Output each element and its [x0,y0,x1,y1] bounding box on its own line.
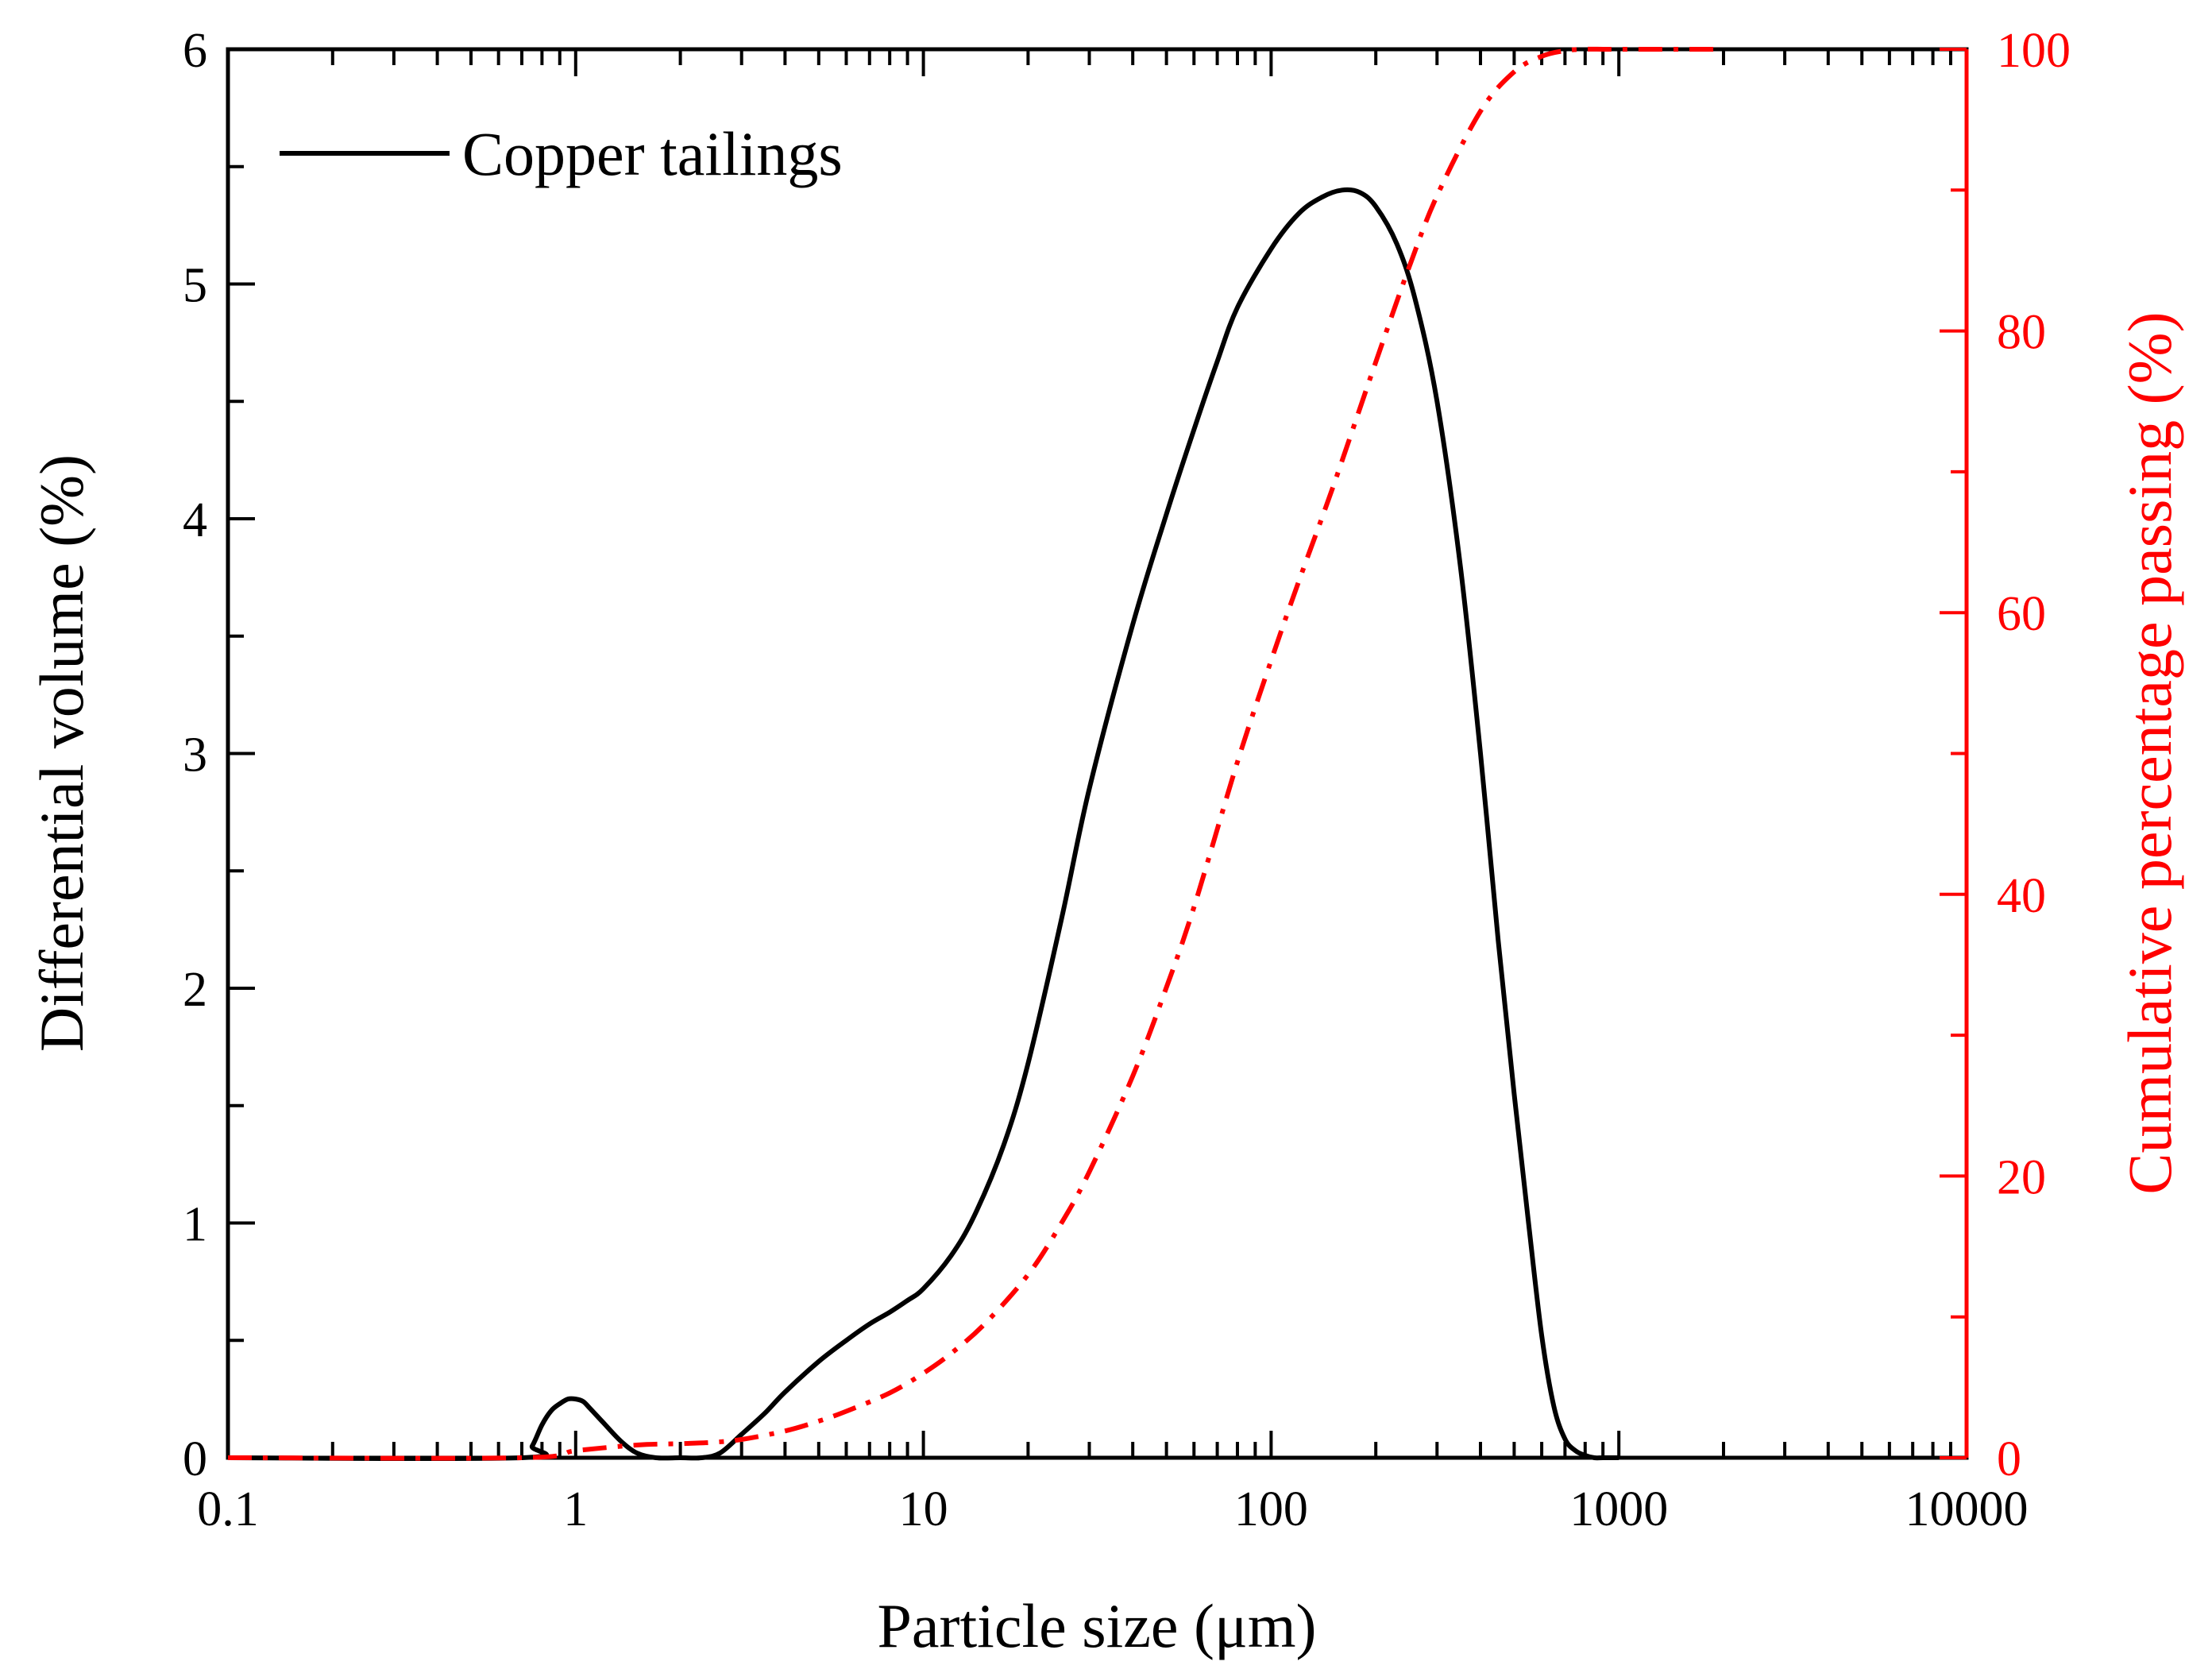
x-tick-label: 0.1 [197,1482,259,1536]
series-layer [227,46,1724,1462]
y-right-tick-label: 40 [1997,869,2046,923]
y-left-tick-label: 0 [183,1432,207,1486]
x-tick-label: 100 [1234,1482,1308,1536]
y-right-tick-label: 20 [1997,1150,2046,1204]
y-left-axis-title: Differential volume (%) [27,454,96,1052]
x-tick-label: 10000 [1905,1482,2029,1536]
y-right-tick-label: 80 [1997,306,2046,360]
legend-label-copper-tailings: Copper tailings [462,119,843,188]
y-left-axis: 0 1 2 3 4 5 6 [183,24,255,1486]
x-axis-title: Particle size (μm) [878,1591,1317,1660]
x-axis: 0.1 1 10 100 1000 10000 [197,49,2029,1536]
x-tick-label: 1 [563,1482,588,1536]
y-left-tick-label: 5 [183,259,207,313]
y-left-tick-label: 3 [183,728,207,782]
y-right-tick-label: 0 [1997,1432,2021,1486]
y-right-tick-label: 60 [1997,587,2046,641]
y-right-axis-title: Cumulative percentage passing (%) [2115,311,2184,1194]
y-right-axis: 0 20 40 60 80 100 [1940,24,2071,1486]
x-tick-label: 10 [899,1482,948,1536]
series-line-cumulative-passing [227,46,1724,1461]
y-left-tick-label: 1 [183,1198,207,1252]
series-line-copper-tailings [227,187,1619,1462]
y-left-tick-label: 6 [183,24,207,78]
y-left-tick-label: 2 [183,963,207,1017]
x-tick-label: 1000 [1569,1482,1668,1536]
y-right-tick-label: 100 [1997,24,2071,78]
y-left-tick-label: 4 [183,493,207,547]
legend: Copper tailings [280,119,843,188]
